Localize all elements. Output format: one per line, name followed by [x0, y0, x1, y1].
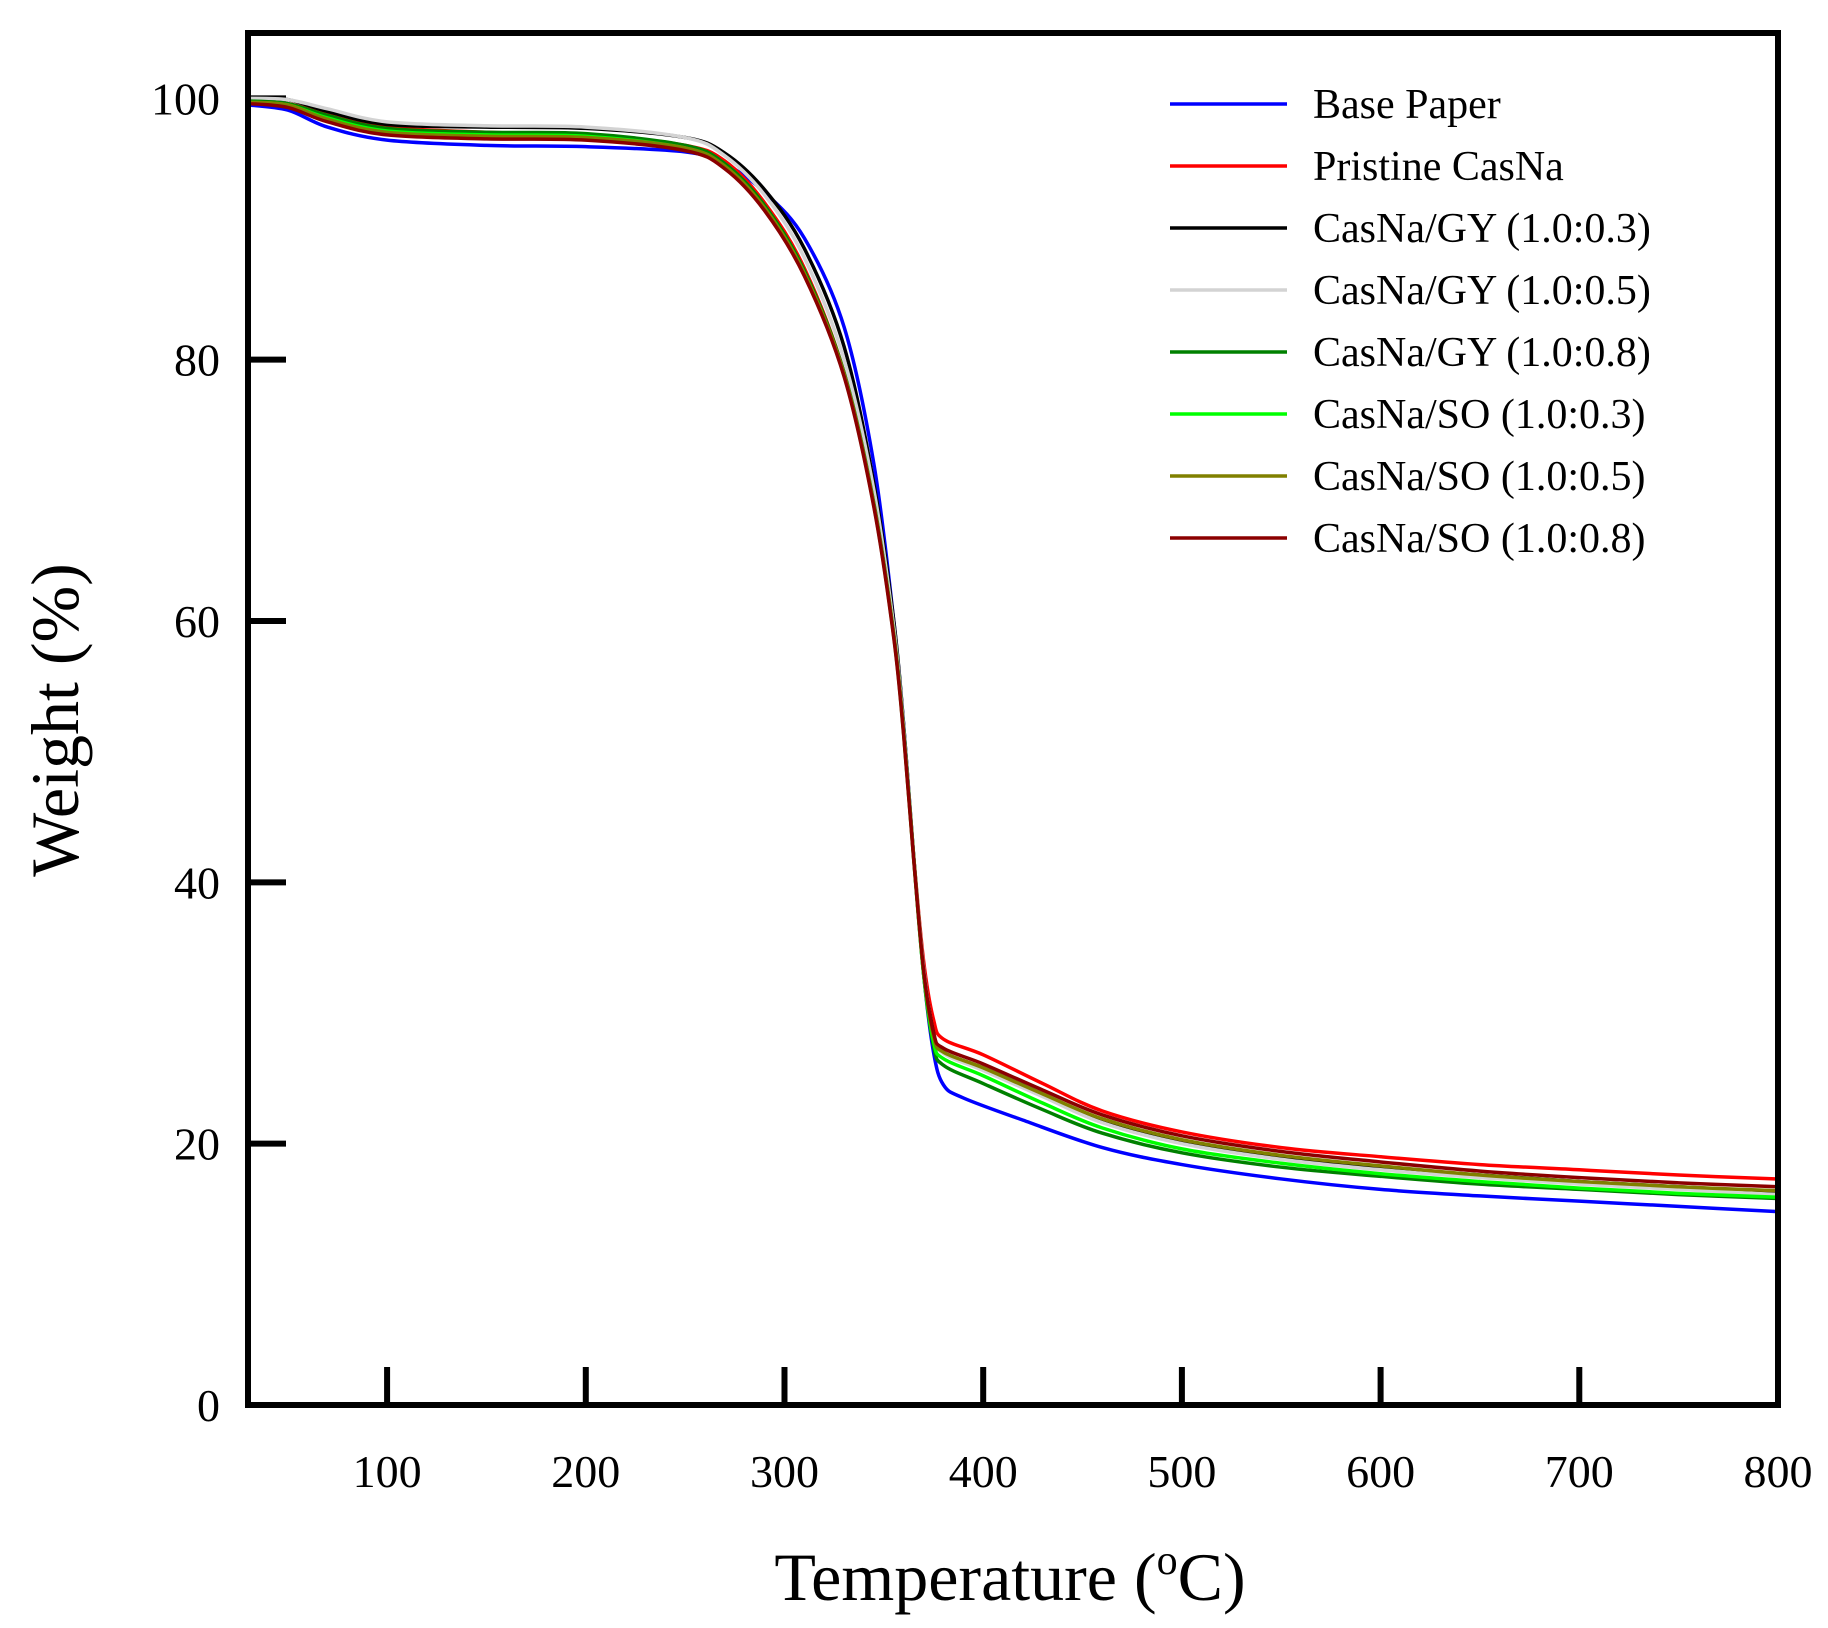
x-axis-title-degree: o [1157, 1538, 1178, 1584]
series-line-pristine-casna [246, 99, 1780, 1181]
plot-frame [245, 30, 1781, 1408]
x-tick-label: 500 [1147, 1446, 1216, 1497]
x-tick-label: 600 [1346, 1446, 1415, 1497]
legend-label: Base Paper [1313, 82, 1501, 128]
legend: Base Paper Pristine CasNa CasNa/GY (1.0:0.… [1170, 82, 1651, 562]
y-axis-title: Weight (%) [17, 563, 93, 877]
legend-label: CasNa/GY (1.0:0.5) [1313, 268, 1651, 314]
x-tick-label: 300 [750, 1446, 819, 1497]
series-line-casna-so-1-0-0-8 [246, 101, 1780, 1189]
x-tick-label: 200 [551, 1446, 620, 1497]
series-line-casna-so-1-0-0-3 [246, 100, 1780, 1199]
y-tick-label: 80 [174, 335, 220, 386]
legend-label: Pristine CasNa [1313, 144, 1564, 190]
legend-label: CasNa/SO (1.0:0.8) [1313, 516, 1645, 562]
x-axis-title-main: Temperature ( [774, 1539, 1156, 1615]
x-tick-label: 700 [1545, 1446, 1614, 1497]
y-tick-label: 100 [151, 73, 220, 124]
y-tick-label: 20 [174, 1119, 220, 1170]
axis-ticks: 100 200 300 400 500 600 700 800 0 20 40 60 80 100 [151, 73, 1813, 1497]
y-tick-label: 60 [174, 596, 220, 647]
series-lines [246, 96, 1780, 1214]
series-line-casna-gy-1-0-0-3 [246, 96, 1780, 1194]
legend-label: CasNa/SO (1.0:0.5) [1313, 454, 1645, 500]
x-axis-title: Temperature (oC) [774, 1538, 1245, 1615]
legend-label: CasNa/GY (1.0:0.3) [1313, 206, 1651, 252]
series-line-casna-so-1-0-0-5 [246, 100, 1780, 1193]
x-axis-title-unit: C) [1178, 1539, 1246, 1615]
x-tick-label: 400 [949, 1446, 1018, 1497]
legend-label: CasNa/SO (1.0:0.3) [1313, 392, 1645, 438]
x-tick-label: 100 [353, 1446, 422, 1497]
y-tick-label: 40 [174, 857, 220, 908]
y-tick-label: 0 [197, 1380, 220, 1431]
series-line-casna-gy-1-0-0-8 [246, 99, 1780, 1201]
legend-label: CasNa/GY (1.0:0.8) [1313, 330, 1651, 376]
series-line-casna-gy-1-0-0-5 [246, 96, 1780, 1197]
x-tick-label: 800 [1744, 1446, 1813, 1497]
